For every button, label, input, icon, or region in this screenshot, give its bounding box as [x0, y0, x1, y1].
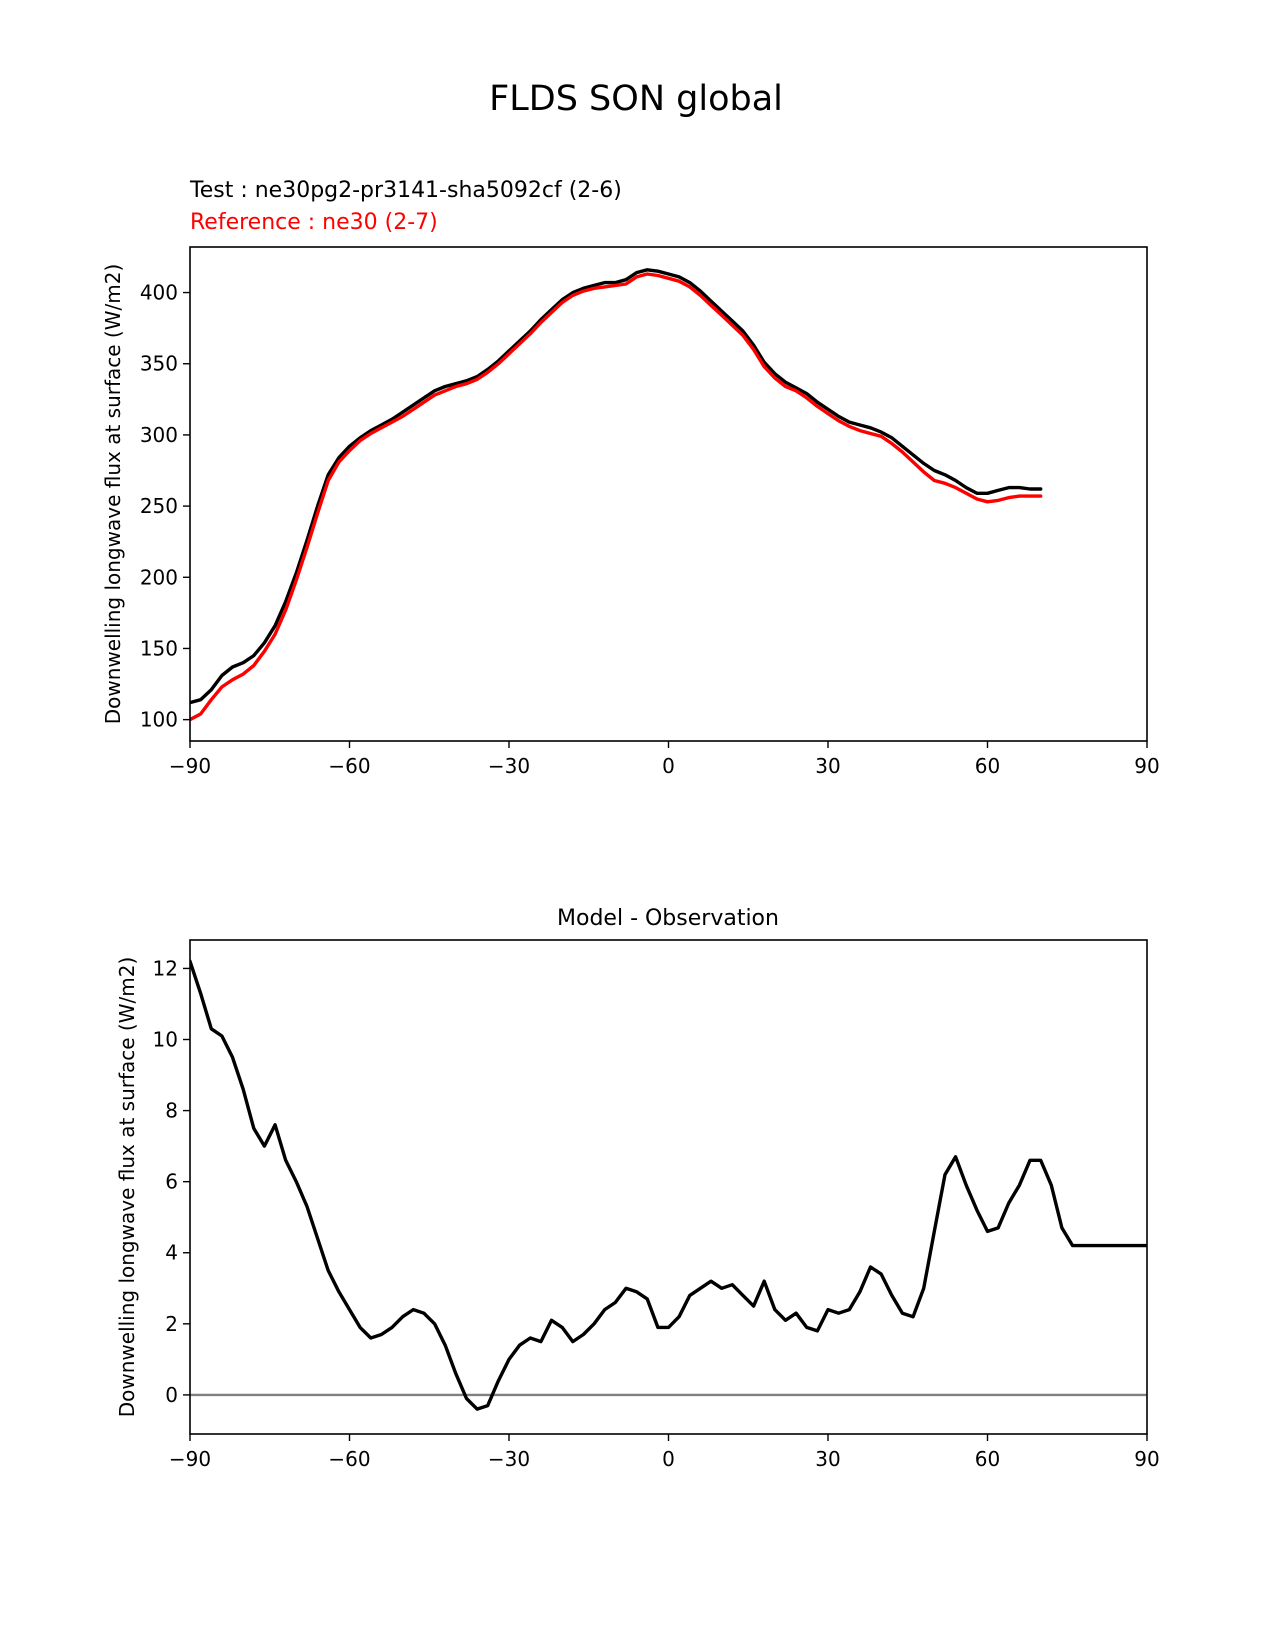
y-tick-label: 4 — [165, 1241, 178, 1265]
x-tick-label: −30 — [488, 754, 530, 778]
y-tick-label: 250 — [140, 494, 178, 518]
x-tick-label: −90 — [169, 1447, 211, 1471]
y-tick-label: 350 — [140, 352, 178, 376]
plot-frame — [189, 246, 1148, 742]
y-tick-label: 200 — [140, 565, 178, 589]
y-tick-label: 6 — [165, 1170, 178, 1194]
x-tick-label: −60 — [328, 754, 370, 778]
x-tick-label: −60 — [328, 1447, 370, 1471]
y-axis-label: Downwelling longwave flux at surface (W/… — [115, 957, 139, 1418]
plot-frame — [189, 939, 1148, 1435]
diff-chart-title: Model - Observation — [557, 906, 779, 931]
x-tick-label: 30 — [815, 1447, 840, 1471]
y-tick-label: 12 — [153, 956, 178, 980]
test-label: Test : ne30pg2-pr3141-sha5092cf (2-6) — [189, 178, 622, 203]
y-tick-label: 100 — [140, 708, 178, 732]
x-tick-label: 90 — [1134, 1447, 1159, 1471]
y-tick-label: 300 — [140, 423, 178, 447]
x-tick-label: 60 — [975, 754, 1000, 778]
figure-title: FLDS SON global — [489, 79, 783, 119]
y-tick-label: 8 — [165, 1099, 178, 1123]
y-tick-label: 0 — [165, 1383, 178, 1407]
top-line-chart: −90 −60 −30 0 30 60 90 100 150 200 250 300 350 400 Dow… — [101, 246, 1160, 778]
x-tick-label: 0 — [662, 754, 675, 778]
x-tick-label: 0 — [662, 1447, 675, 1471]
x-tick-label: 90 — [1134, 754, 1159, 778]
series-line-reference — [190, 272, 1043, 722]
reference-label: Reference : ne30 (2-7) — [190, 210, 438, 235]
y-tick-label: 150 — [140, 636, 178, 660]
series-line-model-observation — [190, 959, 1147, 1411]
x-tick-label: −90 — [169, 754, 211, 778]
x-tick-label: 60 — [975, 1447, 1000, 1471]
y-tick-label: 10 — [153, 1028, 178, 1052]
difference-line-chart: −90 −60 −30 0 30 60 90 0 2 4 6 8 10 12 Downwelling lon… — [115, 939, 1160, 1471]
y-tick-label: 400 — [140, 281, 178, 305]
x-tick-label: −30 — [488, 1447, 530, 1471]
y-axis-label: Downwelling longwave flux at surface (W/… — [101, 264, 125, 725]
series-line-test — [190, 268, 1043, 705]
x-tick-label: 30 — [815, 754, 840, 778]
y-tick-label: 2 — [165, 1312, 178, 1336]
